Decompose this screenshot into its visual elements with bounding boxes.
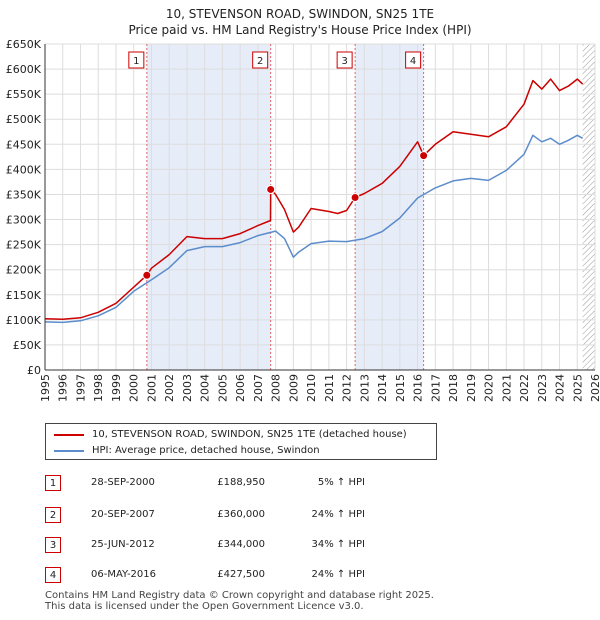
legend: 10, STEVENSON ROAD, SWINDON, SN25 1TE (d… <box>45 423 437 460</box>
legend-label-property: 10, STEVENSON ROAD, SWINDON, SN25 1TE (d… <box>92 429 407 440</box>
x-tick-label: 2011 <box>323 374 336 402</box>
x-tick-label: 2012 <box>341 374 354 402</box>
footer-licence: This data is licensed under the Open Gov… <box>45 601 364 612</box>
x-tick-label: 2014 <box>376 374 389 402</box>
y-tick-label: £450K <box>6 138 42 151</box>
y-tick-label: £200K <box>6 264 42 277</box>
legend-swatch-hpi <box>54 450 84 452</box>
x-tick-label: 2009 <box>287 374 300 402</box>
x-tick-label: 2010 <box>305 374 318 402</box>
sale-price: £344,000 <box>217 539 265 550</box>
sale-date: 25-JUN-2012 <box>91 539 155 550</box>
x-tick-label: 2001 <box>145 374 158 402</box>
x-tick-label: 2006 <box>234 374 247 402</box>
future-hatch <box>582 44 595 370</box>
y-tick-label: £350K <box>6 188 42 201</box>
footer-copyright: Contains HM Land Registry data © Crown c… <box>45 590 434 601</box>
x-tick-label: 1998 <box>92 374 105 402</box>
sale-number: 1 <box>45 475 61 491</box>
footer: Contains HM Land Registry data © Crown c… <box>45 590 434 612</box>
y-tick-label: £650K <box>6 38 42 51</box>
chart-subtitle: Price paid vs. HM Land Registry's House … <box>128 23 472 37</box>
y-tick-label: £500K <box>6 113 42 126</box>
y-tick-label: £50K <box>13 339 42 352</box>
y-tick-label: £0 <box>27 364 41 377</box>
sale-point <box>350 192 360 202</box>
series-line-hpi <box>44 134 583 324</box>
sale-marker-label: 2 <box>257 56 263 67</box>
sale-hpi-change: 34% ↑ HPI <box>311 539 365 550</box>
sale-hpi-change: 5% ↑ HPI <box>317 477 365 488</box>
sale-marker-label: 4 <box>410 56 416 67</box>
chart-title: 10, STEVENSON ROAD, SWINDON, SN25 1TE <box>165 7 435 21</box>
sale-marker-box <box>336 51 353 69</box>
series-line-property <box>44 78 584 321</box>
legend-swatch-property <box>54 434 84 436</box>
sale-price: £427,500 <box>217 569 265 580</box>
y-tick-label: £300K <box>6 214 42 227</box>
x-tick-label: 1996 <box>57 374 70 402</box>
x-tick-label: 2018 <box>447 374 460 402</box>
y-tick-label: £600K <box>6 63 42 76</box>
sale-date: 20-SEP-2007 <box>91 509 155 520</box>
x-tick-label: 2026 <box>589 374 600 402</box>
sale-number: 2 <box>45 507 61 523</box>
shaded-period <box>355 44 424 370</box>
sale-date: 28-SEP-2000 <box>91 477 155 488</box>
x-tick-label: 2008 <box>270 374 283 402</box>
x-tick-label: 2022 <box>518 374 531 402</box>
sale-marker-box <box>128 51 145 69</box>
x-tick-label: 2005 <box>216 374 229 402</box>
y-tick-label: £100K <box>6 314 42 327</box>
plot-area <box>45 44 595 370</box>
sale-marker-box <box>252 51 269 69</box>
x-tick-label: 2003 <box>181 374 194 402</box>
x-tick-label: 1999 <box>110 374 123 402</box>
sale-point <box>266 184 276 194</box>
sale-marker-label: 3 <box>341 56 347 67</box>
sale-marker-box <box>405 51 422 69</box>
sale-price: £360,000 <box>217 509 265 520</box>
line-chart: 1 2 3 4 £0 £50K £100K £150K £200K £250K £300K £350K… <box>6 38 600 402</box>
sale-number: 3 <box>45 537 61 553</box>
y-tick-label: £550K <box>6 88 42 101</box>
sale-price: £188,950 <box>217 477 265 488</box>
legend-label-hpi: HPI: Average price, detached house, Swin… <box>92 445 320 456</box>
x-tick-label: 2025 <box>571 374 584 402</box>
x-tick-label: 2017 <box>429 374 442 402</box>
x-tick-label: 2020 <box>483 374 496 402</box>
x-tick-label: 2007 <box>252 374 265 402</box>
x-tick-label: 2015 <box>394 374 407 402</box>
x-tick-label: 2000 <box>128 374 141 402</box>
sale-point <box>142 270 152 280</box>
y-tick-label: £400K <box>6 163 42 176</box>
sale-date: 06-MAY-2016 <box>91 569 157 580</box>
x-tick-label: 2002 <box>163 374 176 402</box>
shaded-period <box>146 44 271 370</box>
chart-title-block: 10, STEVENSON ROAD, SWINDON, SN25 1TE Pr… <box>0 6 600 38</box>
sale-hpi-change: 24% ↑ HPI <box>311 569 365 580</box>
y-tick-label: £150K <box>6 289 42 302</box>
x-tick-label: 2004 <box>199 374 212 402</box>
x-tick-label: 2013 <box>358 374 371 402</box>
x-tick-label: 1995 <box>39 374 52 402</box>
sale-number: 4 <box>45 567 61 583</box>
sale-point <box>419 151 429 161</box>
x-tick-label: 2024 <box>554 374 567 402</box>
sale-hpi-change: 24% ↑ HPI <box>311 509 365 520</box>
sale-marker-label: 1 <box>133 56 139 67</box>
x-tick-label: 2019 <box>465 374 478 402</box>
x-tick-label: 2021 <box>500 374 513 402</box>
x-tick-label: 1997 <box>74 374 87 402</box>
x-tick-label: 2023 <box>536 374 549 402</box>
x-tick-label: 2016 <box>412 374 425 402</box>
y-tick-label: £250K <box>6 239 42 252</box>
